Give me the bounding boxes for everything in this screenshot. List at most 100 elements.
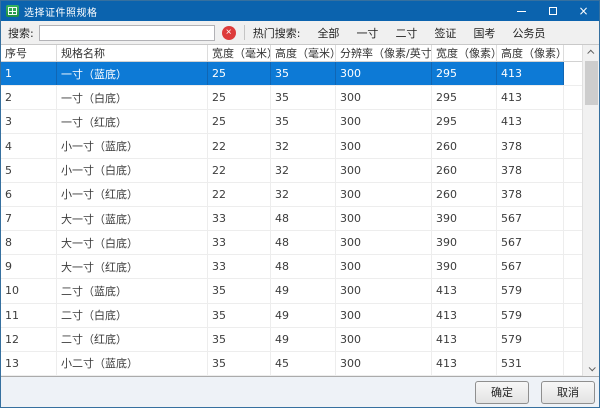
hot-search-item-2inch[interactable]: 二寸 — [395, 26, 418, 40]
clear-search-button[interactable]: × — [221, 25, 236, 40]
table-row[interactable]: 11 二寸（白底） 35 49 300 413 579 — [1, 303, 582, 328]
cell-index: 8 — [1, 231, 57, 255]
table-row[interactable]: 6 小一寸（红底） 22 32 300 260 378 — [1, 182, 582, 207]
cell-name: 二寸（蓝底） — [57, 279, 208, 303]
chevron-up-icon — [586, 49, 594, 57]
search-input[interactable] — [38, 24, 215, 41]
cell-resolution: 300 — [336, 182, 432, 206]
hot-search-links: 全部 一寸 二寸 签证 国考 公务员 — [300, 25, 545, 41]
cell-name: 大一寸（白底） — [57, 231, 208, 255]
ok-button[interactable]: 确定 — [475, 380, 529, 404]
hot-search-item-civil[interactable]: 公务员 — [512, 26, 546, 40]
cell-width-px: 390 — [432, 255, 497, 279]
cell-name: 二寸（白底） — [57, 303, 208, 327]
cell-resolution: 300 — [336, 206, 432, 231]
maximize-icon — [548, 7, 557, 15]
cell-width-mm: 35 — [208, 327, 271, 351]
cell-width-px: 295 — [432, 62, 497, 86]
close-icon: × — [578, 4, 589, 18]
footer-bar: 确定 取消 — [1, 376, 599, 407]
cell-name: 大一寸（蓝底） — [57, 206, 208, 231]
hot-search-item-visa[interactable]: 签证 — [434, 26, 457, 40]
table-row[interactable]: 10 二寸（蓝底） 35 49 300 413 579 — [1, 279, 582, 304]
table-row[interactable]: 1 一寸（蓝底） 25 35 300 295 413 — [1, 62, 582, 87]
table-row[interactable]: 4 小一寸（蓝底） 22 32 300 260 378 — [1, 134, 582, 159]
cell-height-px: 378 — [497, 182, 564, 206]
table-row[interactable]: 13 小二寸（蓝底） 35 45 300 413 531 — [1, 351, 582, 376]
minimize-icon — [517, 10, 526, 12]
scroll-up-button[interactable] — [583, 45, 599, 60]
cell-name: 大一寸（红底） — [57, 255, 208, 279]
cell-width-mm: 33 — [208, 231, 271, 255]
cell-height-px: 567 — [497, 206, 564, 231]
table-row[interactable]: 3 一寸（红底） 25 35 300 295 413 — [1, 110, 582, 135]
header-filler — [564, 45, 582, 61]
cell-index: 4 — [1, 134, 57, 158]
hot-search-item-all[interactable]: 全部 — [317, 26, 340, 40]
header-width-mm: 宽度（毫米） — [208, 45, 271, 61]
cell-index: 7 — [1, 206, 57, 231]
cell-width-px: 295 — [432, 110, 497, 134]
table-row[interactable]: 5 小一寸（白底） 22 32 300 260 378 — [1, 158, 582, 183]
cell-height-px: 579 — [497, 303, 564, 327]
window-title: 选择证件照规格 — [24, 7, 98, 19]
cell-height-mm: 49 — [271, 279, 336, 303]
cell-index: 6 — [1, 182, 57, 206]
minimize-button[interactable] — [506, 1, 537, 21]
cell-index: 1 — [1, 62, 57, 86]
cell-height-px: 378 — [497, 158, 564, 182]
table-row[interactable]: 12 二寸（红底） 35 49 300 413 579 — [1, 327, 582, 352]
cell-width-px: 260 — [432, 158, 497, 182]
header-height-mm: 高度（毫米） — [271, 45, 336, 61]
hot-search-item-1inch[interactable]: 一寸 — [356, 26, 379, 40]
row-filler — [564, 255, 582, 279]
vertical-scrollbar[interactable] — [582, 45, 599, 376]
hot-search-item-exam[interactable]: 国考 — [473, 26, 496, 40]
cell-index: 9 — [1, 255, 57, 279]
cell-height-px: 579 — [497, 327, 564, 351]
table-header: 序号 规格名称 宽度（毫米） 高度（毫米） 分辨率（像素/英寸） 宽度（像素） … — [1, 45, 582, 62]
cell-resolution: 300 — [336, 327, 432, 351]
search-label: 搜索: — [8, 26, 34, 40]
table-row[interactable]: 8 大一寸（白底） 33 48 300 390 567 — [1, 231, 582, 256]
table-row[interactable]: 9 大一寸（红底） 33 48 300 390 567 — [1, 255, 582, 280]
maximize-button[interactable] — [537, 1, 568, 21]
row-filler — [564, 351, 582, 376]
cell-width-mm: 35 — [208, 303, 271, 327]
cell-width-mm: 25 — [208, 110, 271, 134]
table-row[interactable]: 7 大一寸（蓝底） 33 48 300 390 567 — [1, 206, 582, 232]
cell-resolution: 300 — [336, 279, 432, 303]
cell-height-mm: 35 — [271, 62, 336, 86]
cell-resolution: 300 — [336, 231, 432, 255]
cancel-button[interactable]: 取消 — [541, 380, 595, 404]
cell-width-mm: 33 — [208, 206, 271, 231]
cell-name: 一寸（红底） — [57, 110, 208, 134]
cell-resolution: 300 — [336, 351, 432, 376]
header-resolution: 分辨率（像素/英寸） — [336, 45, 432, 61]
cell-resolution: 300 — [336, 86, 432, 110]
cell-resolution: 300 — [336, 62, 432, 86]
cell-height-px: 378 — [497, 134, 564, 158]
row-filler — [564, 279, 582, 303]
search-bar: 搜索: × 热门搜索: 全部 一寸 二寸 签证 国考 公务员 — [1, 21, 599, 45]
cell-height-px: 567 — [497, 255, 564, 279]
header-width-px: 宽度（像素） — [432, 45, 497, 61]
cell-name: 一寸（蓝底） — [57, 62, 208, 86]
cell-width-mm: 25 — [208, 62, 271, 86]
cell-index: 2 — [1, 86, 57, 110]
table-row[interactable]: 2 一寸（白底） 25 35 300 295 413 — [1, 86, 582, 111]
row-filler — [564, 303, 582, 327]
cell-width-px: 390 — [432, 231, 497, 255]
content-area: 序号 规格名称 宽度（毫米） 高度（毫米） 分辨率（像素/英寸） 宽度（像素） … — [1, 45, 599, 376]
close-button[interactable]: × — [568, 1, 599, 21]
cell-name: 小一寸（蓝底） — [57, 134, 208, 158]
spec-table: 序号 规格名称 宽度（毫米） 高度（毫米） 分辨率（像素/英寸） 宽度（像素） … — [1, 45, 582, 376]
window-controls: × — [506, 1, 599, 21]
cell-height-mm: 32 — [271, 182, 336, 206]
cell-width-mm: 33 — [208, 255, 271, 279]
scrollbar-thumb[interactable] — [584, 61, 598, 105]
scroll-down-button[interactable] — [583, 361, 599, 376]
row-filler — [564, 62, 582, 86]
header-index: 序号 — [1, 45, 57, 61]
cell-resolution: 300 — [336, 255, 432, 279]
